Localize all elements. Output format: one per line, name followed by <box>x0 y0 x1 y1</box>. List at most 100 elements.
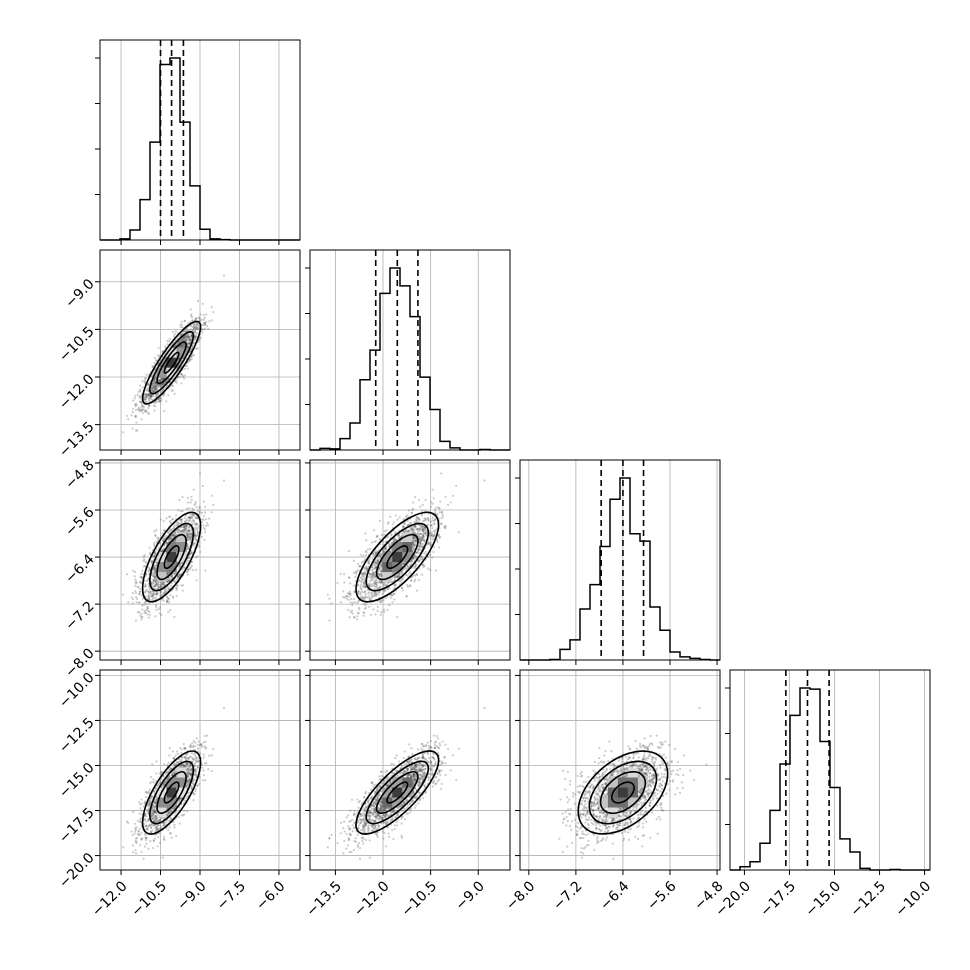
x-ticks-p2-0 <box>120 660 280 665</box>
sample-point <box>180 373 183 376</box>
sample-point <box>159 385 162 388</box>
sample-point <box>187 329 190 332</box>
sample-point <box>185 339 188 342</box>
sample-point <box>153 361 156 364</box>
sample-point <box>194 334 198 337</box>
x-tick-label: −6.4 <box>597 878 632 913</box>
sample-point <box>178 564 181 567</box>
sample-point <box>158 612 161 615</box>
sample-point <box>351 601 354 604</box>
sample-point <box>163 591 166 594</box>
sample-point <box>222 274 226 277</box>
sample-point <box>145 393 148 396</box>
sample-point <box>182 344 185 347</box>
sample-point <box>149 394 152 398</box>
sample-point <box>148 566 151 569</box>
sample-point <box>184 335 187 338</box>
sample-point <box>133 570 137 574</box>
sample-point <box>435 538 439 541</box>
sample-point <box>149 395 153 398</box>
sample-point <box>154 615 157 618</box>
sample-point <box>182 336 185 339</box>
sample-point <box>180 562 183 565</box>
sample-point <box>176 578 179 581</box>
sample-point <box>132 407 135 410</box>
sample-point <box>137 601 140 604</box>
sample-point <box>165 517 168 520</box>
sample-point <box>370 541 374 544</box>
sample-point <box>358 608 361 611</box>
sample-point <box>148 398 151 401</box>
y-tick-label: −13.5 <box>56 419 98 461</box>
sample-point <box>153 356 157 360</box>
sample-point <box>139 397 142 400</box>
sample-point <box>186 532 189 536</box>
x-tick-label: −15.0 <box>802 878 844 920</box>
sample-point <box>181 337 184 340</box>
sample-point <box>189 532 192 535</box>
sample-point <box>181 374 185 377</box>
sample-point <box>187 345 190 348</box>
sample-point <box>125 414 129 417</box>
y-tick-label: −6.4 <box>62 551 97 586</box>
sample-point <box>190 517 194 520</box>
sample-point <box>143 609 146 613</box>
sample-point <box>153 544 156 547</box>
sample-point <box>185 507 188 510</box>
sample-point <box>150 395 153 398</box>
sample-point <box>187 336 190 339</box>
sample-point <box>152 593 155 596</box>
sample-point <box>196 517 199 520</box>
sample-point <box>187 367 190 370</box>
sample-point <box>430 500 433 504</box>
sample-point <box>153 596 156 599</box>
sample-point <box>160 584 163 588</box>
sample-point <box>205 518 208 521</box>
sample-point <box>135 580 138 583</box>
sample-point <box>149 551 152 554</box>
sample-point <box>187 559 190 563</box>
sample-point <box>170 534 173 537</box>
sample-point <box>180 344 184 347</box>
sample-point <box>176 521 179 524</box>
sample-point <box>196 527 199 530</box>
sample-point <box>163 387 166 390</box>
sample-point <box>144 564 147 568</box>
sample-point <box>202 524 205 527</box>
sample-point <box>150 583 153 586</box>
sample-point <box>159 595 162 598</box>
sample-point <box>179 334 182 337</box>
sample-point <box>140 572 143 576</box>
sample-point <box>158 400 161 403</box>
panel-p2-0 <box>122 472 226 622</box>
sample-point <box>146 394 150 397</box>
sample-point <box>352 559 355 562</box>
sample-point <box>152 582 155 585</box>
sample-point <box>178 498 181 502</box>
sample-point <box>176 584 179 588</box>
sample-point <box>153 576 157 579</box>
sample-point <box>179 325 182 329</box>
sample-point <box>142 559 145 562</box>
sample-point <box>145 572 148 576</box>
sample-point <box>147 392 150 396</box>
sample-point <box>148 395 151 398</box>
sample-point <box>151 387 154 390</box>
sample-point <box>398 516 401 519</box>
sample-point <box>198 507 201 510</box>
sample-point <box>187 341 190 345</box>
sample-point <box>138 593 141 596</box>
sample-point <box>199 550 202 554</box>
sample-point <box>172 335 176 338</box>
sample-point <box>146 579 149 582</box>
sample-point <box>188 359 191 362</box>
sample-point <box>362 611 365 614</box>
sample-point <box>154 387 157 391</box>
sample-point <box>198 317 201 320</box>
sample-point <box>147 591 150 594</box>
sample-point <box>195 517 198 520</box>
sample-point <box>141 385 144 389</box>
sample-point <box>201 302 204 305</box>
sample-point <box>164 381 167 384</box>
sample-point <box>145 388 148 391</box>
